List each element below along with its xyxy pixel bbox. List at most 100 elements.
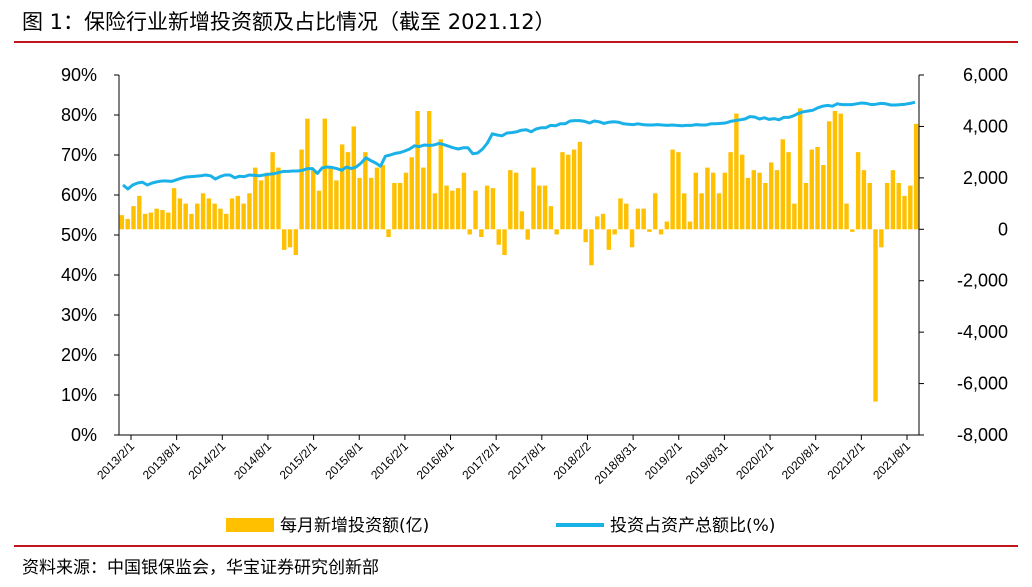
x-tick-label: 2017/8/1 xyxy=(505,439,548,482)
bar xyxy=(293,229,299,255)
bar xyxy=(850,229,855,232)
bar xyxy=(838,113,843,230)
x-tick-label: 2018/2/2 xyxy=(551,439,594,482)
x-tick-label: 2014/8/1 xyxy=(231,439,274,482)
bar xyxy=(473,190,478,230)
chart: 0% 10% 20% 30% 40% 50% 60% 70% 80% 90% -8,000 -6,0… xyxy=(61,65,1008,536)
bar xyxy=(618,198,623,230)
bar xyxy=(339,144,345,230)
bar xyxy=(183,203,188,230)
bar xyxy=(142,213,148,230)
left-tick-label: 50% xyxy=(61,225,97,245)
right-tick-label: 0 xyxy=(998,219,1008,239)
bar xyxy=(212,203,217,230)
bar xyxy=(867,183,872,230)
bar xyxy=(653,193,658,230)
bar xyxy=(253,167,258,230)
bar xyxy=(647,229,652,232)
bar xyxy=(166,212,171,230)
bar xyxy=(896,183,901,230)
x-tick-label: 2021/8/1 xyxy=(870,439,913,482)
bar xyxy=(641,208,646,230)
x-tick-label: 2016/8/1 xyxy=(414,439,457,482)
bar xyxy=(519,211,525,230)
bar xyxy=(305,118,310,230)
bar xyxy=(247,193,252,230)
line xyxy=(122,100,916,191)
bar xyxy=(664,221,670,230)
bar xyxy=(525,229,530,240)
x-tick-label: 2021/2/1 xyxy=(825,439,868,482)
bar xyxy=(728,152,733,230)
bar xyxy=(224,213,229,230)
bar xyxy=(119,215,125,230)
bar xyxy=(502,229,507,255)
bar xyxy=(797,108,803,230)
bar xyxy=(357,177,362,230)
bar xyxy=(490,188,496,230)
bar xyxy=(513,172,519,230)
left-tick-label: 80% xyxy=(61,105,97,125)
bar xyxy=(282,229,287,250)
bar xyxy=(861,170,867,230)
bar xyxy=(873,229,878,402)
bar xyxy=(137,195,142,230)
bar xyxy=(722,172,727,230)
bar xyxy=(890,170,896,230)
left-tick-label: 0% xyxy=(71,425,97,445)
bar xyxy=(670,149,675,230)
legend: 每月新增投资额(亿) 投资占资产总额比(%) xyxy=(226,516,775,536)
bar-series xyxy=(119,108,919,402)
bar xyxy=(415,111,420,230)
bar xyxy=(426,111,432,230)
bar xyxy=(676,152,681,230)
x-tick-label: 2016/2/1 xyxy=(368,439,411,482)
bar xyxy=(548,206,554,230)
right-tick-label: 2,000 xyxy=(963,168,1008,188)
bar xyxy=(821,165,826,230)
bar xyxy=(403,172,409,230)
bar xyxy=(855,152,861,230)
bar xyxy=(421,167,426,230)
bar xyxy=(195,203,200,230)
bar xyxy=(392,183,397,230)
source-note: 资料来源：中国银保监会，华宝证券研究创新部 xyxy=(22,558,379,578)
bar xyxy=(322,118,327,230)
bar xyxy=(768,162,774,230)
bar xyxy=(595,216,600,230)
right-tick-label: -2,000 xyxy=(957,271,1008,291)
bar xyxy=(409,157,414,230)
x-tick-label: 2020/8/1 xyxy=(779,439,822,482)
bar xyxy=(624,203,629,230)
bar xyxy=(189,213,194,230)
bar xyxy=(739,154,745,230)
bar xyxy=(171,188,177,230)
bar xyxy=(334,180,339,230)
left-tick-label: 90% xyxy=(61,65,97,85)
bar xyxy=(803,183,809,230)
bar xyxy=(560,152,565,230)
x-tick-label: 2020/2/1 xyxy=(733,439,776,482)
bar xyxy=(531,167,536,230)
x-tick-label: 2018/8/31 xyxy=(592,439,640,487)
left-tick-label: 30% xyxy=(61,305,97,325)
left-tick-label: 60% xyxy=(61,185,97,205)
bar xyxy=(908,185,913,230)
right-tick-label: -8,000 xyxy=(957,425,1008,445)
left-tick-label: 40% xyxy=(61,265,97,285)
bar xyxy=(461,172,467,230)
bar xyxy=(235,195,241,230)
bar xyxy=(635,208,641,230)
bar xyxy=(206,198,212,230)
bar xyxy=(589,229,594,266)
bar xyxy=(241,203,246,230)
bar xyxy=(316,190,322,230)
page-title: 图 1：保险行业新增投资额及占比情况（截至 2021.12） xyxy=(22,10,556,34)
left-tick-label: 20% xyxy=(61,345,97,365)
bar xyxy=(600,213,606,230)
right-axis: -8,000 -6,000 -4,000 -2,000 0 2,000 4,000 6,000 xyxy=(919,65,1008,445)
bar xyxy=(450,190,455,230)
bar xyxy=(734,113,739,230)
bar xyxy=(160,210,165,230)
bar xyxy=(902,195,907,230)
